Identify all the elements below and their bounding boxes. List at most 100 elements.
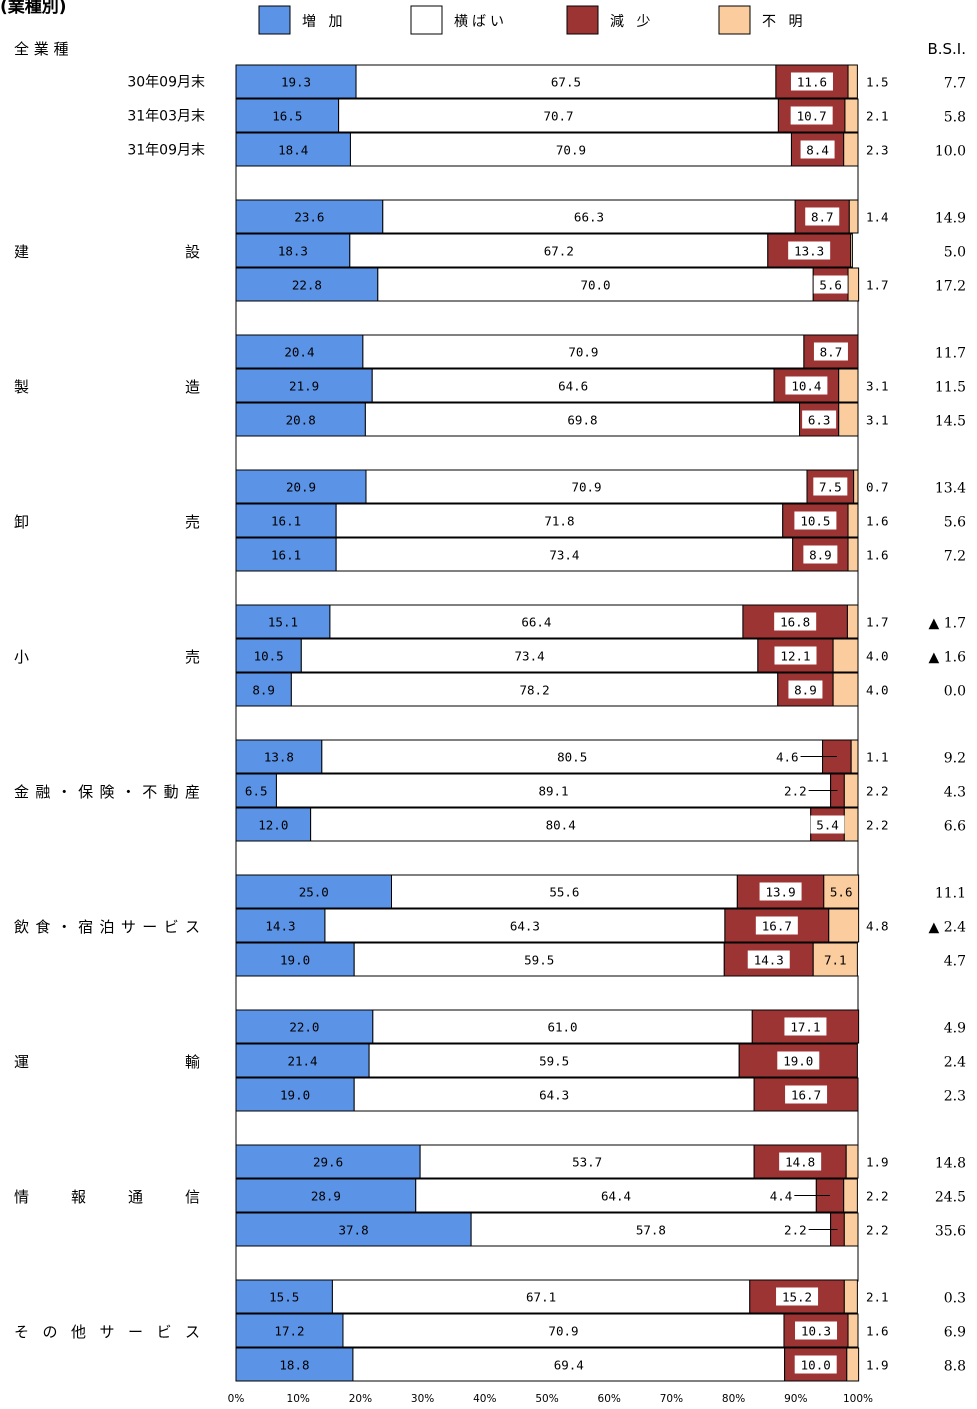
bsi-value: 5.6 (944, 515, 966, 531)
bsi-value: 2.3 (944, 1089, 966, 1105)
data-label-increase: 16.1 (271, 548, 301, 563)
industry-label: 金融・保険・不動産 (14, 783, 200, 801)
bar-segment-inc (235, 64, 357, 99)
x-tick-label: 30% (411, 1393, 434, 1405)
data-label-flat: 53.7 (572, 1155, 602, 1170)
column-headers: 全 業 種 B.S.I. (14, 40, 966, 58)
bar-segment-flat (335, 537, 794, 572)
data-label-unknown-side: 1.6 (866, 514, 889, 529)
x-axis: 0% 10% 20% 30% 40% 50% 60% 70% 80% 90% 100% (228, 1393, 873, 1405)
data-label-flat: 70.9 (568, 345, 598, 360)
data-label-decrease: 19.0 (783, 1054, 813, 1069)
group-separator-4 (235, 705, 859, 742)
data-label-decrease: 13.3 (794, 244, 824, 259)
bar-segment-inc (235, 1077, 355, 1112)
data-label-decrease: 10.5 (800, 514, 830, 529)
data-label-flat: 64.3 (510, 919, 540, 934)
data-label-box (795, 1321, 838, 1340)
period-label: 31年09月末 (127, 143, 205, 159)
data-label-box (774, 646, 817, 665)
data-label-flat: 66.4 (521, 615, 551, 630)
industry-label: その他サービス (14, 1323, 200, 1341)
data-label-flat: 59.5 (539, 1054, 569, 1069)
bar-segment-inc (235, 874, 392, 909)
data-label-unknown-side: 1.7 (866, 615, 889, 630)
industry-label: 小 売 (14, 648, 200, 666)
bar-segment-unk (823, 874, 860, 909)
data-label-increase: 25.0 (299, 885, 329, 900)
group-separator-6 (235, 975, 859, 1012)
data-label-increase: 14.3 (265, 919, 295, 934)
bar-segment-flat (342, 1313, 785, 1348)
bar-segment-flat (415, 1178, 817, 1213)
bar-segment-flat (371, 368, 775, 403)
legend-swatch-dec (566, 5, 599, 35)
industry-label: 卸 売 (14, 513, 200, 531)
data-label-flat: 70.0 (580, 278, 610, 293)
data-label-box (747, 950, 790, 969)
data-label-flat: 69.4 (554, 1358, 584, 1373)
bar-segment-unk (843, 807, 859, 842)
data-label-box (813, 477, 848, 496)
legend-label-dec: 減 少 (610, 13, 654, 30)
group-separator-8 (235, 1245, 859, 1282)
data-label-decrease: 17.1 (790, 1020, 820, 1035)
data-label-flat: 64.4 (601, 1189, 631, 1204)
data-label-decrease: 8.9 (809, 548, 832, 563)
data-label-unknown-side: 3.1 (866, 413, 889, 428)
period-label: 30年09月末 (127, 75, 205, 91)
x-tick-label: 10% (287, 1393, 310, 1405)
bar-segment-unk (850, 739, 859, 774)
bar-segment-unk (838, 402, 859, 437)
data-label-box (794, 1355, 837, 1374)
period-label: 31年03月末 (127, 109, 205, 125)
data-label-decrease: 6.3 (808, 413, 831, 428)
data-label-increase: 21.9 (289, 379, 319, 394)
data-label-box (790, 106, 833, 125)
industry-label: 建 設 (14, 243, 200, 261)
data-label-unknown-side: 2.2 (866, 1189, 889, 1204)
bar-segment-unk (828, 908, 860, 943)
data-label-box (755, 916, 798, 935)
data-label-box (802, 410, 837, 429)
bar-segment-flat (382, 199, 796, 234)
data-label-increase: 13.8 (264, 750, 294, 765)
bar-segment-flat (275, 773, 832, 808)
data-label-flat: 78.2 (520, 683, 550, 698)
data-label-unknown-side: 1.6 (866, 548, 889, 563)
data-label-unknown-side: 1.9 (866, 1358, 889, 1373)
bar-segment-unk (850, 233, 853, 268)
data-label-flat: 70.7 (543, 109, 573, 124)
bsi-value: 0.3 (944, 1291, 966, 1307)
legend-label-unk: 不 明 (762, 14, 806, 30)
data-label-box (759, 882, 802, 901)
legend-label-flat: 横ばい (454, 14, 508, 30)
data-label-increase: 16.5 (272, 109, 302, 124)
legend: 増 加 横ばい 減 少 不 明 (258, 5, 806, 35)
data-label-flat: 80.4 (546, 818, 576, 833)
bsi-value: ▲ 2.4 (929, 920, 967, 936)
data-label-decrease: 11.6 (797, 75, 827, 90)
chart-title-group: (業種別) (0, 0, 67, 17)
x-tick-label: 60% (598, 1393, 621, 1405)
data-label-unknown-side: 1.6 (866, 1324, 889, 1339)
data-label-increase: 15.1 (268, 615, 298, 630)
data-label-increase: 19.0 (280, 1088, 310, 1103)
data-label-unknown-side: 4.8 (866, 919, 889, 934)
data-label-flat: 70.9 (548, 1324, 578, 1339)
data-label-unknown: 5.6 (830, 885, 853, 900)
bar-segment-flat (349, 233, 769, 268)
data-label-increase: 22.8 (292, 278, 322, 293)
data-label-unknown-side: 3.1 (866, 379, 889, 394)
data-label-box (803, 545, 838, 564)
bsi-value: 2.4 (944, 1055, 966, 1071)
data-label-decrease: 8.9 (794, 683, 817, 698)
bar-segment-inc (235, 199, 384, 234)
data-label-decrease: 8.7 (820, 345, 843, 360)
bsi-value: 6.9 (944, 1325, 966, 1341)
data-label-decrease: 5.4 (816, 818, 839, 833)
data-label-unknown-side: 1.1 (866, 750, 889, 765)
data-label-unknown-side: 2.2 (866, 784, 889, 799)
data-label-increase: 6.5 (245, 784, 268, 799)
data-label-flat: 64.6 (558, 379, 588, 394)
